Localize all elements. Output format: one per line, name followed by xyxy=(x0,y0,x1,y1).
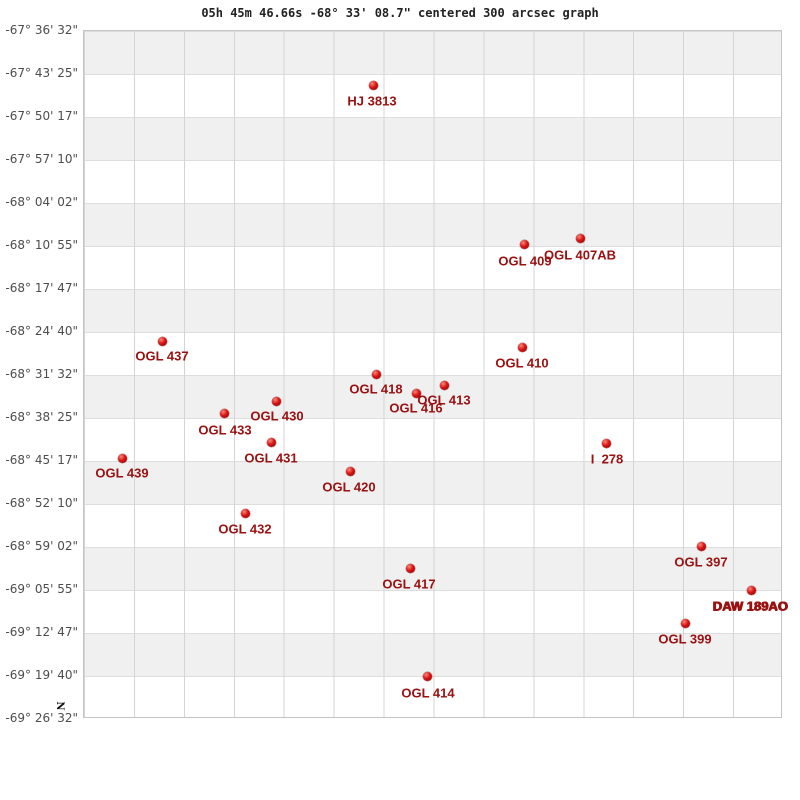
star-point xyxy=(371,369,381,379)
star-label: OGL 433 xyxy=(198,422,252,438)
y-tick-label: -67° 50' 17" xyxy=(5,109,78,123)
star-label: DAW 189AO xyxy=(712,598,788,614)
y-tick-label: -68° 45' 17" xyxy=(5,453,78,467)
star-label: OGL 414 xyxy=(401,685,455,701)
y-tick-label: -69° 26' 32" xyxy=(5,711,78,725)
star-point xyxy=(345,466,355,476)
star-label: OGL 417 xyxy=(382,576,436,592)
y-tick-label: -67° 43' 25" xyxy=(5,66,78,80)
star-label: OGL 432 xyxy=(218,521,272,537)
star-label: OGL 437 xyxy=(135,348,189,364)
y-tick-label: -67° 57' 10" xyxy=(5,152,78,166)
star-label: OGL 399 xyxy=(658,631,712,647)
y-tick-label: -68° 59' 02" xyxy=(5,539,78,553)
star-label: OGL 418 xyxy=(349,381,403,397)
star-point xyxy=(368,80,378,90)
star-point xyxy=(680,618,690,628)
star-point xyxy=(117,453,127,463)
y-tick-label: -68° 31' 32" xyxy=(5,367,78,381)
star-label: OGL 430 xyxy=(250,408,304,424)
star-point xyxy=(411,388,421,398)
star-point xyxy=(422,671,432,681)
y-tick-label: -68° 04' 02" xyxy=(5,195,78,209)
star-point xyxy=(601,438,611,448)
north-indicator: N xyxy=(54,701,65,711)
y-tick-label: -68° 24' 40" xyxy=(5,324,78,338)
y-tick-label: -69° 19' 40" xyxy=(5,668,78,682)
star-label: HJ 3813 xyxy=(347,93,397,109)
star-point xyxy=(517,342,527,352)
y-tick-label: -67° 36' 32" xyxy=(5,23,78,37)
star-point xyxy=(219,408,229,418)
star-point xyxy=(405,563,415,573)
star-point xyxy=(575,233,585,243)
star-label: OGL 416 xyxy=(389,400,443,416)
plot-area xyxy=(83,30,782,718)
y-tick-label: -68° 38' 25" xyxy=(5,410,78,424)
star-label: OGL 407AB xyxy=(543,247,617,263)
star-point xyxy=(519,239,529,249)
star-label: OGL 413 xyxy=(417,392,471,408)
star-label: OGL 431 xyxy=(244,450,298,466)
chart-title: 05h 45m 46.66s -68° 33' 08.7" centered 3… xyxy=(201,6,599,20)
star-point xyxy=(271,396,281,406)
star-label: OGL 439 xyxy=(95,465,149,481)
star-label: OGL 409 xyxy=(498,253,552,269)
star-label: I 278 xyxy=(590,451,624,467)
y-tick-label: -68° 52' 10" xyxy=(5,496,78,510)
star-label: OGL 397 xyxy=(674,554,728,570)
y-tick-label: -68° 10' 55" xyxy=(5,238,78,252)
y-tick-label: -68° 17' 47" xyxy=(5,281,78,295)
star-point xyxy=(157,336,167,346)
star-label: OGL 410 xyxy=(495,355,549,371)
star-point xyxy=(266,437,276,447)
star-point xyxy=(439,380,449,390)
star-point xyxy=(746,585,756,595)
star-label: OGL 420 xyxy=(322,479,376,495)
star-point xyxy=(240,508,250,518)
star-point xyxy=(696,541,706,551)
y-tick-label: -69° 05' 55" xyxy=(5,582,78,596)
y-tick-label: -69° 12' 47" xyxy=(5,625,78,639)
